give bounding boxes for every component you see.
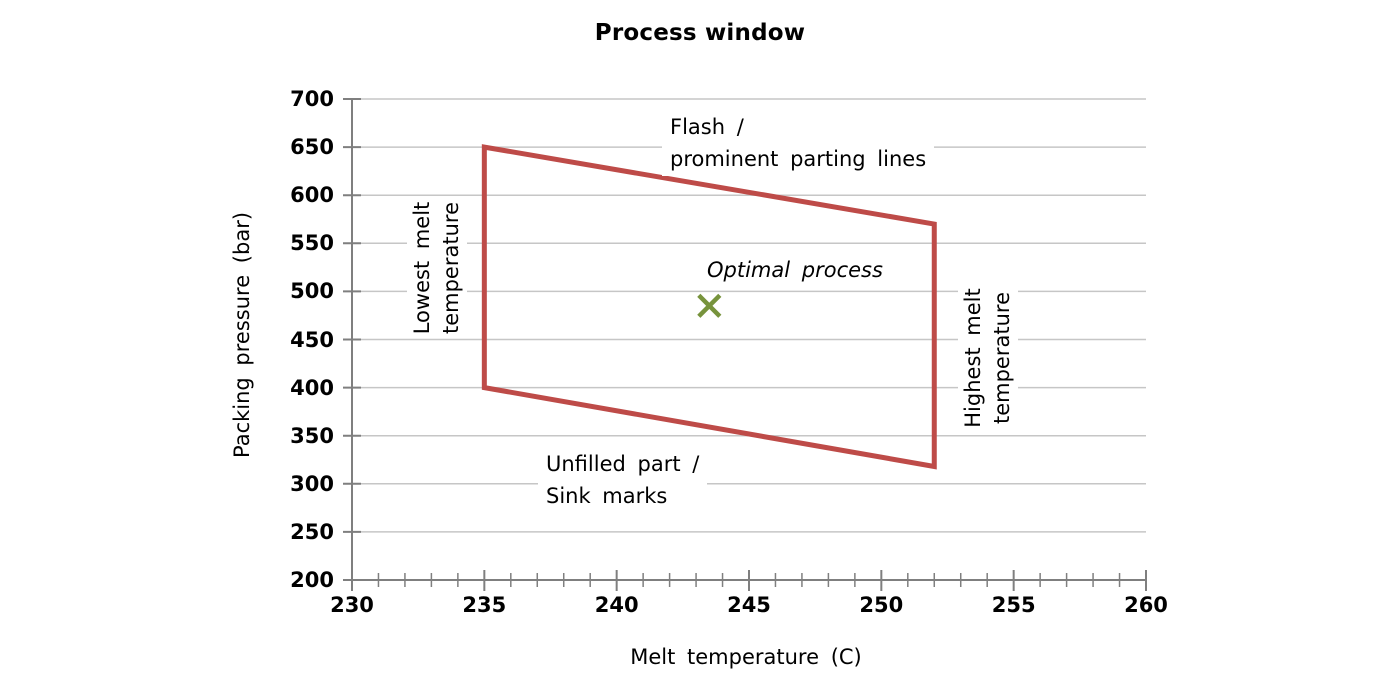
optimal-process-marker — [697, 293, 722, 318]
annotation-highest-melt-line1: Highest melt — [961, 288, 985, 428]
x-tick-label: 235 — [462, 593, 507, 617]
x-tick-label: 230 — [330, 593, 374, 617]
annotation-unfilled-line2: Sink marks — [546, 484, 668, 508]
x-tick-label: 245 — [727, 593, 771, 617]
annotation-lowest-melt-line1: Lowest melt — [410, 201, 434, 335]
annotation-lowest-melt-line2: temperature — [439, 202, 463, 335]
annotation-optimal-process: Optimal process — [699, 253, 891, 287]
annotation-lowest-melt: Lowest melt temperature — [407, 197, 467, 339]
annotation-highest-melt: Highest melt temperature — [958, 284, 1018, 432]
y-tick-label: 500 — [290, 279, 334, 304]
x-tick-label: 250 — [859, 593, 904, 617]
y-tick-label: 250 — [290, 519, 334, 544]
y-tick-label: 650 — [290, 135, 334, 160]
annotation-flash-line1: Flash / — [670, 115, 744, 139]
y-tick-label: 200 — [290, 568, 334, 592]
annotation-flash-line2: prominent parting lines — [670, 147, 927, 171]
annotation-unfilled-line1: Unfilled part / — [546, 452, 700, 476]
annotation-unfilled-region: Unfilled part / Sink marks — [538, 447, 708, 513]
y-tick-label: 300 — [290, 471, 334, 496]
process-window-outline — [481, 144, 937, 470]
x-tick-label: 260 — [1124, 593, 1168, 617]
y-tick-label: 400 — [290, 375, 334, 400]
x-tick-label: 240 — [594, 593, 639, 617]
y-tick-label: 350 — [290, 423, 334, 448]
y-tick-label: 550 — [290, 231, 334, 256]
y-axis-title: Packing pressure (bar) — [230, 211, 254, 459]
y-tick-label: 700 — [290, 87, 334, 111]
x-tick-label: 255 — [991, 593, 1036, 617]
x-axis-title: Melt temperature (C) — [630, 645, 862, 669]
annotation-flash-region: Flash / prominent parting lines — [662, 110, 935, 176]
y-tick-label: 450 — [290, 327, 334, 352]
chart-title: Process window — [594, 20, 806, 46]
y-tick-label: 600 — [290, 183, 334, 208]
annotation-highest-melt-line2: temperature — [990, 292, 1014, 425]
